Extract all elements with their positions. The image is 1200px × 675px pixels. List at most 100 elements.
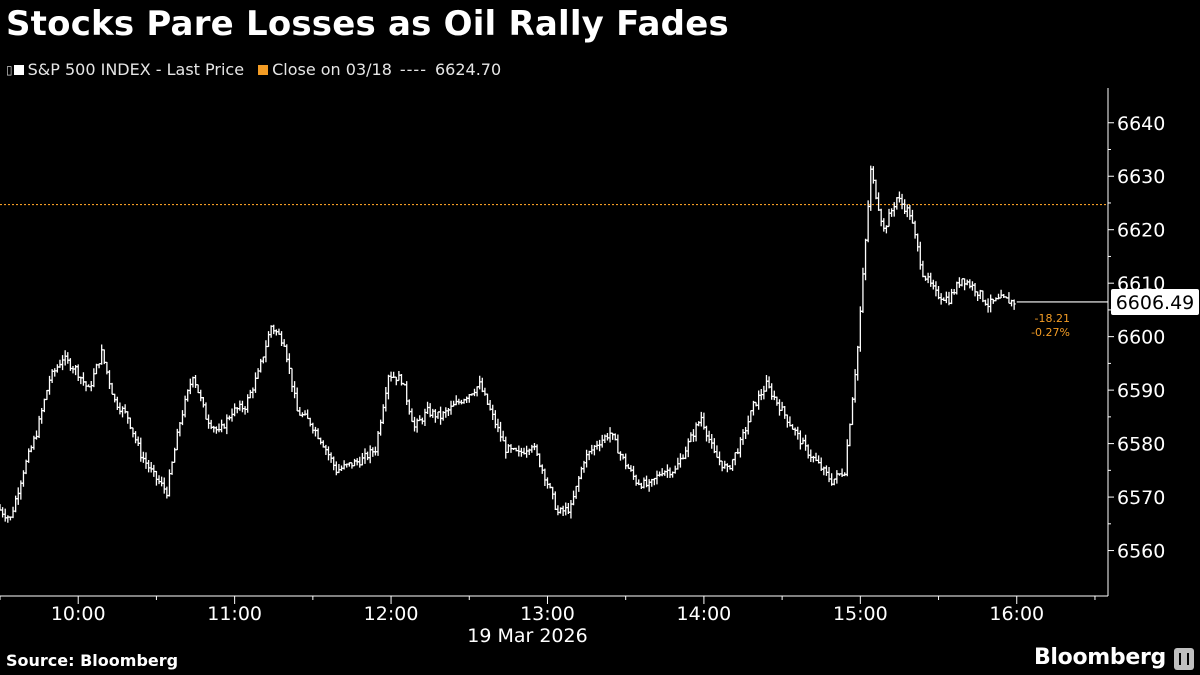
price-bar	[559, 507, 563, 514]
price-bar	[929, 272, 933, 287]
price-bar	[360, 453, 364, 466]
price-bar	[212, 425, 216, 433]
price-bar	[11, 506, 15, 519]
price-bar	[472, 388, 476, 397]
y-tick-label: 6600	[1117, 327, 1165, 349]
price-bar	[913, 220, 917, 239]
x-date-label: 19 Mar 2026	[467, 625, 587, 647]
legend-reference-value: 6624.70	[434, 60, 502, 79]
price-bar	[579, 466, 583, 480]
price-bar	[280, 331, 284, 347]
price-bar	[525, 445, 529, 458]
price-bar	[699, 411, 703, 427]
price-bar	[444, 407, 448, 418]
price-bar	[340, 465, 344, 472]
price-bar	[102, 349, 106, 365]
price-bar	[577, 476, 581, 492]
price-bar	[227, 415, 231, 421]
price-bar	[934, 281, 938, 297]
x-tick-label: 16:00	[989, 603, 1044, 625]
price-bar	[194, 375, 198, 389]
price-bar	[678, 453, 682, 468]
price-bar	[624, 453, 628, 470]
price-bar	[848, 423, 852, 447]
price-bar	[569, 499, 573, 519]
price-bar	[423, 408, 427, 427]
price-bar	[884, 225, 888, 234]
price-bar	[553, 491, 557, 511]
price-bar	[53, 368, 57, 377]
legend-item-series: ▯ S&P 500 INDEX - Last Price	[6, 60, 244, 79]
legend-reference-label: Close on 03/18	[272, 60, 392, 79]
price-bar	[830, 473, 834, 486]
price-bar	[420, 417, 424, 425]
price-bar	[248, 389, 252, 399]
price-bar	[392, 371, 396, 379]
price-bar	[48, 375, 52, 395]
price-bar	[259, 358, 263, 373]
price-bar	[285, 344, 289, 363]
price-bar	[87, 384, 91, 388]
price-bar	[152, 464, 156, 477]
price-bar	[746, 415, 750, 435]
price-bar	[1012, 299, 1016, 310]
price-bar	[955, 281, 959, 295]
price-bar	[814, 452, 818, 462]
price-bar	[355, 458, 359, 466]
price-bar	[191, 376, 195, 388]
price-bar	[368, 445, 372, 464]
price-bar	[908, 204, 912, 220]
price-bar	[92, 368, 96, 388]
price-bar	[16, 487, 20, 505]
price-bar	[785, 414, 789, 428]
price-bar	[827, 467, 831, 483]
price-bar	[691, 429, 695, 442]
price-bar	[517, 445, 521, 457]
price-bar	[413, 416, 417, 432]
price-bar	[673, 465, 677, 474]
price-bar	[40, 408, 44, 424]
price-bar	[147, 460, 151, 473]
price-bar	[626, 463, 630, 469]
price-bar	[613, 433, 617, 441]
price-bar	[710, 434, 714, 449]
price-bar	[879, 208, 883, 227]
price-bar	[910, 209, 914, 224]
price-bar	[532, 443, 536, 451]
price-bar	[45, 389, 49, 401]
price-bar	[61, 355, 65, 371]
price-bar	[136, 436, 140, 447]
price-bar	[895, 197, 899, 210]
price-bar	[63, 350, 67, 366]
price-bar	[851, 397, 855, 426]
price-bar	[1, 507, 5, 518]
price-bar	[551, 486, 555, 500]
price-bar	[817, 455, 821, 464]
price-bar	[512, 447, 516, 451]
price-bar	[890, 208, 894, 217]
price-bar	[295, 387, 299, 412]
price-bar	[720, 460, 724, 472]
price-bar	[220, 419, 224, 433]
price-bar	[1004, 296, 1008, 299]
price-bar	[175, 428, 179, 451]
price-bar	[937, 286, 941, 300]
price-bar	[759, 388, 763, 401]
y-tick-label: 6620	[1117, 220, 1165, 242]
price-bar	[71, 366, 75, 374]
price-bar	[1010, 299, 1014, 307]
price-series	[0, 165, 1016, 523]
price-bar	[605, 432, 609, 441]
price-bar	[42, 398, 46, 413]
price-bar	[871, 166, 875, 184]
price-bar	[963, 278, 967, 291]
price-bar	[744, 426, 748, 439]
price-bar	[431, 408, 435, 418]
chart-title: Stocks Pare Losses as Oil Rally Fades	[6, 4, 729, 44]
price-bar	[535, 444, 539, 457]
price-bar	[381, 404, 385, 425]
last-value-label: 6606.49	[1116, 292, 1195, 314]
y-tick-label: 6560	[1117, 541, 1165, 563]
price-bar	[235, 407, 239, 414]
price-bar	[652, 477, 656, 486]
